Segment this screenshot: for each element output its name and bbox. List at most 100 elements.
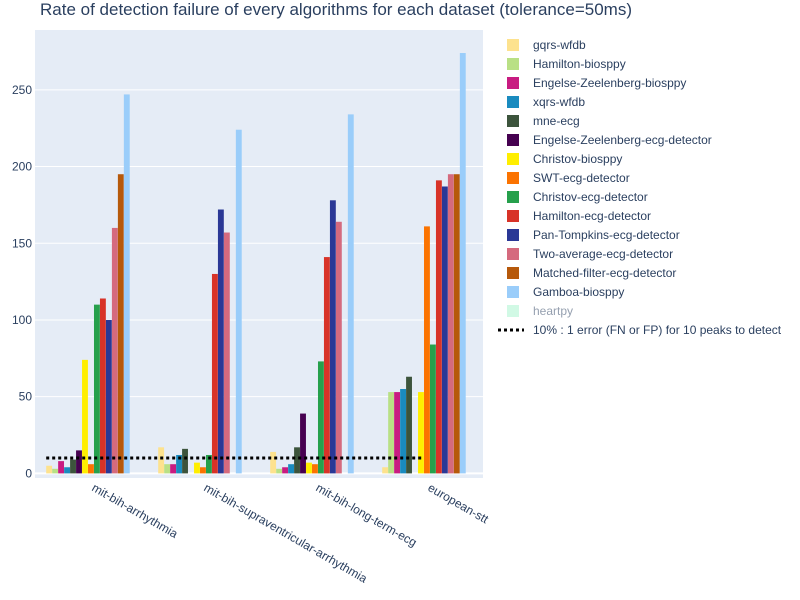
bar[interactable] bbox=[88, 464, 94, 474]
bar[interactable] bbox=[406, 376, 412, 474]
bar[interactable] bbox=[200, 467, 206, 474]
bar[interactable] bbox=[288, 464, 294, 474]
legend-swatch bbox=[507, 267, 519, 279]
bar[interactable] bbox=[58, 461, 65, 474]
bar[interactable] bbox=[400, 389, 406, 474]
legend-swatch bbox=[507, 210, 519, 222]
bar[interactable] bbox=[158, 447, 165, 474]
legend-swatch bbox=[507, 134, 519, 146]
bar[interactable] bbox=[164, 464, 171, 474]
legend-swatch bbox=[507, 172, 519, 184]
bar[interactable] bbox=[217, 209, 224, 474]
bars bbox=[46, 53, 466, 474]
bar[interactable] bbox=[270, 451, 277, 474]
bar[interactable] bbox=[335, 221, 342, 474]
bar[interactable] bbox=[111, 227, 118, 474]
legend-item[interactable]: Engelse-Zeelenberg-biosppy bbox=[507, 76, 686, 90]
bar[interactable] bbox=[123, 94, 130, 474]
bar[interactable] bbox=[70, 459, 76, 474]
bar[interactable] bbox=[99, 298, 106, 474]
bar[interactable] bbox=[182, 448, 188, 474]
legend-label: Pan-Tompkins-ecg-detector bbox=[533, 228, 680, 242]
bar[interactable] bbox=[329, 200, 336, 474]
bar[interactable] bbox=[46, 465, 53, 474]
legend-label: Hamilton-biosppy bbox=[533, 57, 626, 71]
legend-label: gqrs-wfdb bbox=[533, 38, 586, 52]
legend-item[interactable]: heartpy bbox=[507, 304, 573, 318]
legend-label: mne-ecg bbox=[533, 114, 580, 128]
legend-swatch bbox=[507, 96, 519, 108]
legend-swatch bbox=[507, 153, 519, 165]
bar[interactable] bbox=[105, 319, 112, 474]
legend-item[interactable]: Christov-ecg-detector bbox=[507, 190, 648, 204]
legend-item[interactable]: Hamilton-biosppy bbox=[507, 57, 626, 71]
bar[interactable] bbox=[394, 392, 401, 474]
legend-swatch bbox=[507, 286, 519, 298]
legend-item[interactable]: mne-ecg bbox=[507, 114, 580, 128]
bar[interactable] bbox=[64, 467, 70, 474]
bar[interactable] bbox=[441, 186, 448, 474]
legend-label: xqrs-wfdb bbox=[533, 95, 585, 109]
bar[interactable] bbox=[300, 413, 306, 474]
bar[interactable] bbox=[117, 174, 124, 474]
legend[interactable]: gqrs-wfdb Hamilton-biosppy Engelse-Zeelenb… bbox=[498, 38, 782, 337]
bar[interactable] bbox=[317, 361, 324, 474]
x-tick-label: mit-bih-long-term-ecg bbox=[314, 480, 420, 549]
bar[interactable] bbox=[194, 462, 200, 474]
legend-item[interactable]: Hamilton-ecg-detector bbox=[507, 209, 651, 223]
legend-item[interactable]: Pan-Tompkins-ecg-detector bbox=[507, 228, 680, 242]
legend-swatch bbox=[507, 229, 519, 241]
legend-label: 10% : 1 error (FN or FP) for 10 peaks to… bbox=[533, 323, 782, 337]
bar[interactable] bbox=[76, 450, 82, 474]
bar[interactable] bbox=[435, 180, 442, 474]
bar[interactable] bbox=[294, 447, 300, 474]
bar[interactable] bbox=[418, 392, 424, 474]
y-axis: 0 50 100 150 200 250 bbox=[12, 83, 32, 481]
legend-item[interactable]: xqrs-wfdb bbox=[507, 95, 585, 109]
bar[interactable] bbox=[82, 359, 88, 474]
legend-item[interactable]: Christov-biosppy bbox=[507, 152, 622, 166]
y-tick-label: 100 bbox=[12, 313, 32, 327]
bar[interactable] bbox=[276, 468, 283, 474]
legend-label: SWT-ecg-detector bbox=[533, 171, 630, 185]
legend-swatch bbox=[507, 115, 519, 127]
legend-swatch bbox=[507, 248, 519, 260]
bar[interactable] bbox=[447, 174, 454, 474]
bar[interactable] bbox=[170, 464, 177, 474]
legend-label: Christov-biosppy bbox=[533, 152, 622, 166]
bar[interactable] bbox=[382, 467, 389, 474]
legend-label: Engelse-Zeelenberg-ecg-detector bbox=[533, 133, 712, 147]
bar[interactable] bbox=[223, 232, 230, 474]
x-tick-label: mit-bih-arrhythmia bbox=[90, 480, 181, 541]
legend-item[interactable]: Engelse-Zeelenberg-ecg-detector bbox=[507, 133, 712, 147]
bar[interactable] bbox=[235, 129, 242, 474]
bar[interactable] bbox=[93, 304, 100, 474]
bar[interactable] bbox=[205, 454, 212, 474]
bar[interactable] bbox=[176, 454, 182, 474]
bar[interactable] bbox=[282, 467, 289, 474]
legend-item[interactable]: gqrs-wfdb bbox=[507, 38, 586, 52]
bar[interactable] bbox=[459, 53, 466, 474]
bar[interactable] bbox=[52, 468, 59, 474]
legend-swatch bbox=[507, 39, 519, 51]
bar[interactable] bbox=[306, 462, 312, 474]
legend-item-reference[interactable]: 10% : 1 error (FN or FP) for 10 peaks to… bbox=[498, 323, 782, 337]
bar[interactable] bbox=[312, 464, 318, 474]
legend-label: Matched-filter-ecg-detector bbox=[533, 266, 676, 280]
legend-item[interactable]: Two-average-ecg-detector bbox=[507, 247, 673, 261]
bar[interactable] bbox=[347, 114, 354, 474]
legend-item[interactable]: Gamboa-biosppy bbox=[507, 285, 624, 299]
y-tick-label: 200 bbox=[12, 160, 32, 174]
bar[interactable] bbox=[323, 257, 330, 474]
chart-title: Rate of detection failure of every algor… bbox=[40, 0, 632, 19]
bar[interactable] bbox=[424, 226, 430, 474]
x-tick-label: european-stt bbox=[426, 480, 492, 526]
bar[interactable] bbox=[453, 174, 460, 474]
bar[interactable] bbox=[388, 392, 395, 474]
legend-item[interactable]: Matched-filter-ecg-detector bbox=[507, 266, 676, 280]
bar[interactable] bbox=[429, 344, 436, 474]
bar[interactable] bbox=[211, 273, 218, 474]
legend-swatch bbox=[507, 191, 519, 203]
legend-item[interactable]: SWT-ecg-detector bbox=[507, 171, 630, 185]
legend-label: Christov-ecg-detector bbox=[533, 190, 648, 204]
